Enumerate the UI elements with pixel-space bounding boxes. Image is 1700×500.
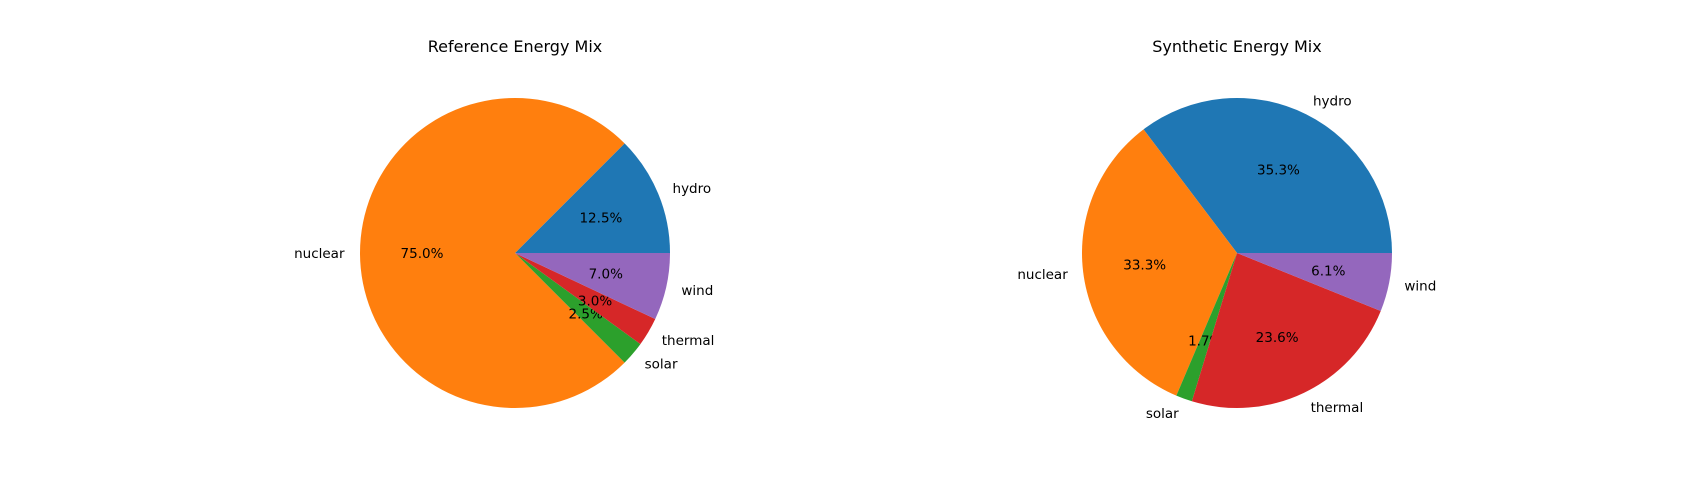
pie-slice-thermal [515, 253, 656, 345]
pie-slice-thermal [1191, 253, 1381, 408]
pie-slice-solar [1176, 253, 1237, 402]
percent-label-hydro: 12.5% [579, 210, 622, 226]
pie-slice-solar [515, 253, 641, 363]
slice-label-nuclear: nuclear [1017, 267, 1068, 283]
slice-label-thermal: thermal [1311, 400, 1364, 416]
slice-label-hydro: hydro [1313, 93, 1352, 109]
percent-label-nuclear: 75.0% [401, 246, 444, 262]
percent-label-nuclear: 33.3% [1123, 257, 1166, 273]
chart-title: Synthetic Energy Mix [1152, 37, 1321, 56]
slice-label-solar: solar [645, 357, 678, 373]
slice-label-hydro: hydro [673, 181, 712, 197]
percent-label-thermal: 3.0% [578, 293, 612, 309]
chart-title: Reference Energy Mix [428, 37, 602, 56]
pie-slice-nuclear [1081, 129, 1237, 396]
pie-chart-synthetic: hydro35.3%nuclear33.3%solar1.7%thermal23… [1017, 37, 1436, 422]
percent-label-wind: 6.1% [1311, 264, 1345, 280]
slice-label-solar: solar [1146, 406, 1179, 422]
pie-slice-nuclear [360, 98, 625, 409]
pie-slice-wind [515, 253, 670, 319]
pie-slice-hydro [1143, 97, 1392, 253]
percent-label-hydro: 35.3% [1257, 163, 1300, 179]
slice-label-thermal: thermal [662, 333, 715, 349]
percent-label-wind: 7.0% [589, 266, 623, 282]
percent-label-thermal: 23.6% [1256, 330, 1299, 346]
slice-label-nuclear: nuclear [294, 246, 345, 262]
slice-label-wind: wind [1404, 278, 1436, 294]
pie-slice-hydro [515, 143, 670, 253]
slice-label-wind: wind [681, 283, 713, 299]
pie-slice-wind [1237, 253, 1393, 311]
